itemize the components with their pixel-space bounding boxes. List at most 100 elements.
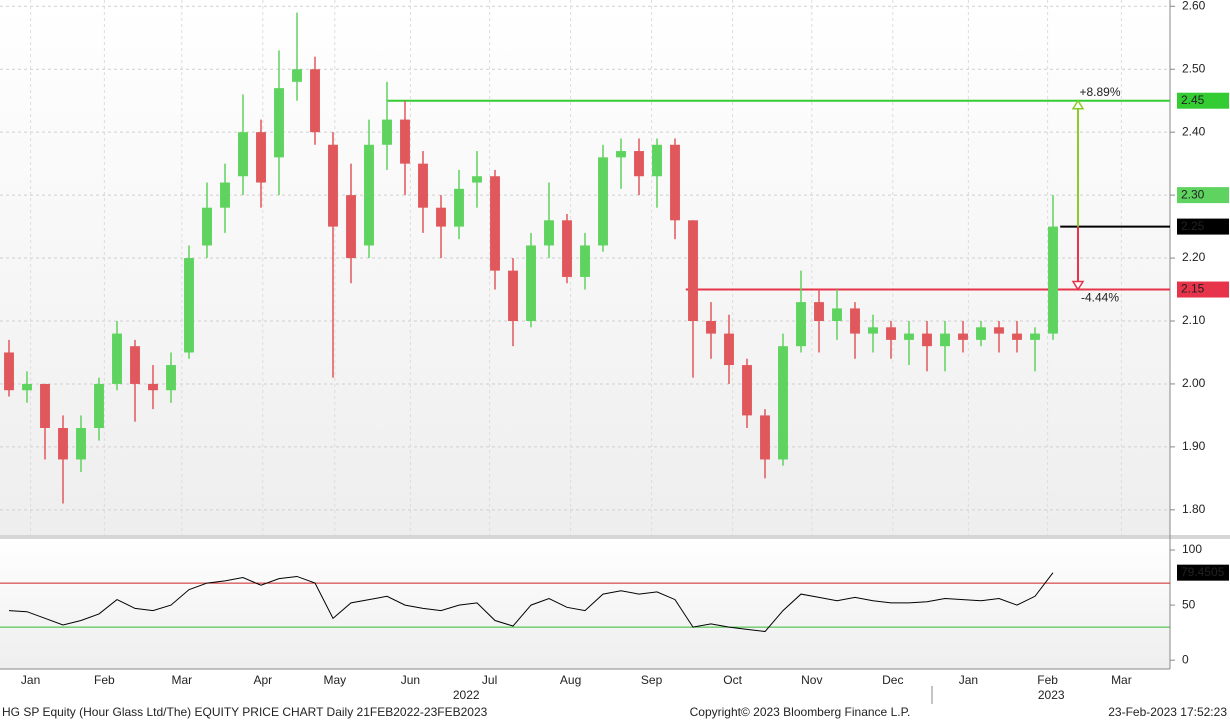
candle-body [904, 333, 914, 340]
candle-body [76, 428, 86, 460]
candle-body [166, 365, 176, 391]
x-tick-label: Oct [723, 673, 742, 687]
candle-body [220, 182, 230, 208]
candle-body [400, 119, 410, 164]
candle-body [40, 383, 50, 428]
price-tag-label: 2.30 [1181, 187, 1205, 201]
candle-body [148, 383, 158, 391]
price-tag-label: 79.4505 [1181, 565, 1225, 579]
x-tick-label: Sep [641, 673, 663, 687]
x-tick-label: Mar [1111, 673, 1132, 687]
x-tick-label: Nov [801, 673, 822, 687]
candle-body [634, 151, 644, 177]
candle-body [22, 383, 32, 391]
candle-body [436, 207, 446, 227]
candle-body [454, 188, 464, 227]
candle-body [724, 333, 734, 366]
x-tick-label: Jun [401, 673, 420, 687]
price-tag [1177, 92, 1229, 109]
year-label: 2023 [1038, 688, 1065, 702]
footer-right: 23-Feb-2023 17:52:23 [1108, 705, 1227, 719]
candle-body [112, 333, 122, 384]
candle-body [94, 383, 104, 428]
candle-body [1012, 333, 1022, 340]
candle-body [706, 321, 716, 334]
price-tag-label: 2.45 [1181, 93, 1205, 107]
candle-body [922, 333, 932, 347]
candle-body [796, 302, 806, 347]
x-tick-label: Mar [171, 673, 192, 687]
rsi-line [8, 572, 1054, 633]
candle-body [256, 132, 266, 183]
price-tag-label: 2.15 [1181, 282, 1205, 296]
candle-body [346, 195, 356, 259]
candle-body [490, 176, 500, 271]
y-tick-label: 100 [1182, 542, 1202, 556]
candle-body [868, 327, 878, 334]
price-tag [1177, 281, 1229, 298]
candle-body [58, 428, 68, 460]
candle-body [364, 144, 374, 246]
y-tick-label: 2.10 [1182, 313, 1206, 327]
candle-body [958, 333, 968, 340]
y-tick-label: 1.90 [1182, 439, 1206, 453]
y-tick-label: 2.00 [1182, 376, 1206, 390]
candle-body [652, 144, 662, 177]
price-tag-label: 2.25 [1181, 219, 1205, 233]
candle-body [328, 144, 338, 227]
price-tag [1177, 187, 1229, 204]
candle-body [742, 365, 752, 416]
candle-body [4, 352, 14, 391]
candle-body [292, 69, 302, 82]
candle-body [1048, 226, 1058, 334]
candle-body [472, 176, 482, 183]
x-tick-label: Dec [882, 673, 903, 687]
year-label: 2022 [453, 688, 480, 702]
y-tick-label: 2.50 [1182, 61, 1206, 75]
x-tick-label: Feb [94, 673, 115, 687]
candle-body [310, 69, 320, 133]
candle-body [994, 327, 1004, 334]
y-tick-label: 2.20 [1182, 250, 1206, 264]
candle-body [562, 220, 572, 277]
candle-body [832, 308, 842, 321]
x-tick-label: May [323, 673, 346, 687]
x-tick-label: Apr [253, 673, 272, 687]
x-tick-label: Feb [1037, 673, 1058, 687]
candle-body [1030, 333, 1040, 340]
y-tick-label: 50 [1182, 597, 1196, 611]
candle-body [814, 302, 824, 321]
candle-body [760, 415, 770, 460]
candle-body [274, 88, 284, 158]
price-tag [1177, 564, 1229, 581]
candle-body [382, 119, 392, 145]
candle-body [544, 220, 554, 246]
y-tick-label: 1.80 [1182, 502, 1206, 516]
arrow-head [1071, 99, 1085, 110]
y-tick-label: 2.60 [1182, 0, 1206, 12]
candle-body [418, 163, 428, 208]
candle-body [238, 132, 248, 177]
arrow-head [1071, 280, 1085, 291]
y-tick-label: 2.40 [1182, 124, 1206, 138]
candle-body [940, 333, 950, 347]
price-tag [1177, 218, 1229, 235]
candle-body [508, 270, 518, 321]
candle-body [580, 245, 590, 277]
x-tick-label: Aug [560, 673, 581, 687]
change-label: -4.44% [1081, 291, 1119, 305]
candle-body [688, 220, 698, 321]
candle-body [976, 327, 986, 340]
x-tick-label: Jul [482, 673, 497, 687]
x-tick-label: Jan [21, 673, 40, 687]
candle-body [526, 245, 536, 321]
y-tick-label: 0 [1182, 652, 1189, 666]
candle-body [886, 327, 896, 340]
candle-body [130, 346, 140, 384]
footer-left: HG SP Equity (Hour Glass Ltd/The) EQUITY… [2, 705, 488, 719]
x-tick-label: Jan [959, 673, 978, 687]
candle-body [202, 207, 212, 246]
rsi-panel [0, 539, 1170, 669]
